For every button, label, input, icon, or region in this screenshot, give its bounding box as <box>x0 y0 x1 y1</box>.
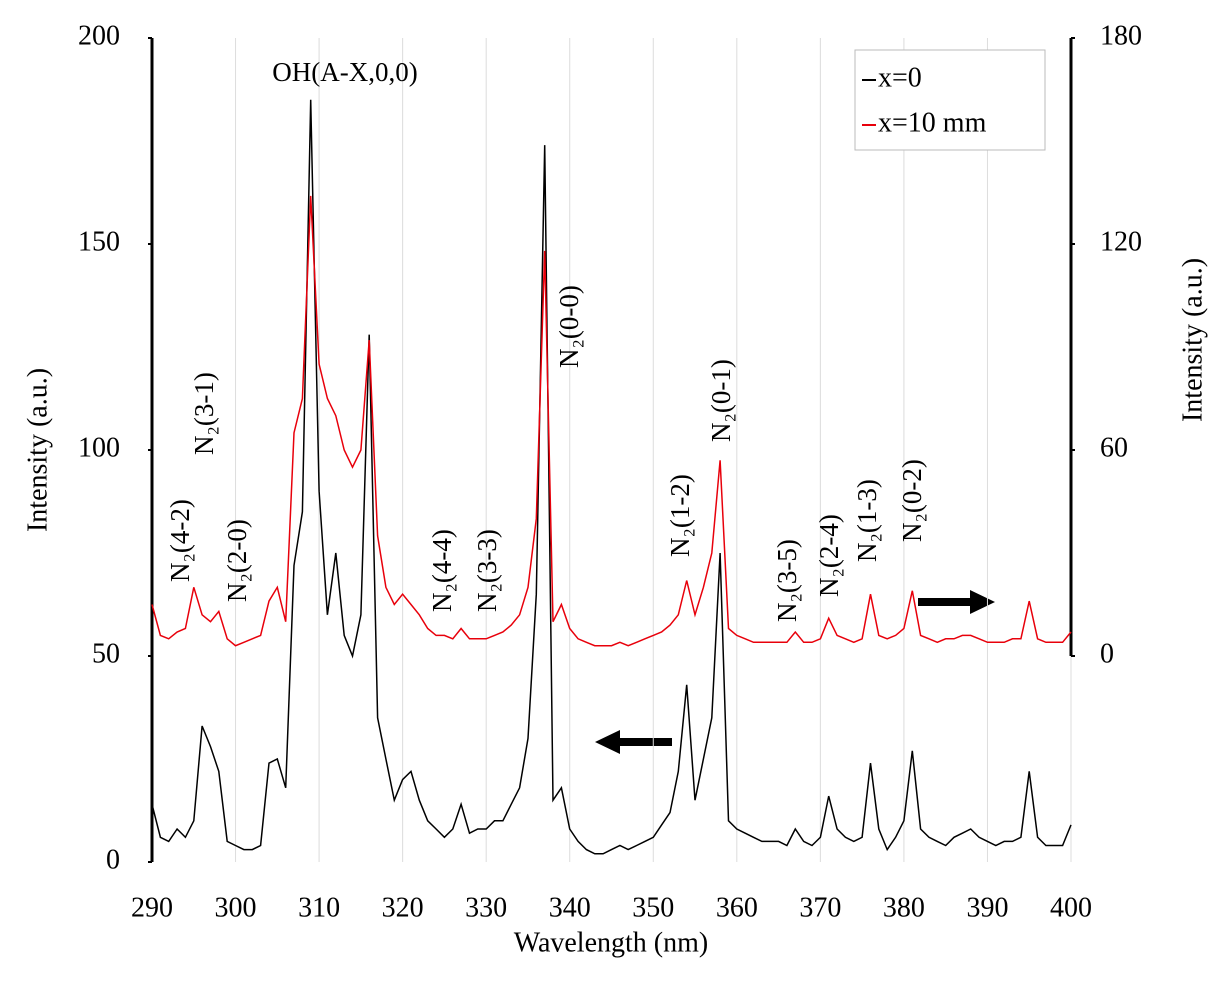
legend: x=0 x=10 mm <box>854 49 1046 151</box>
y-tick-label: 150 <box>78 226 120 257</box>
x-tick-label: 360 <box>716 892 758 923</box>
annotation: N₂(3-1) <box>189 372 219 455</box>
x-tick-label: 400 <box>1050 892 1092 923</box>
annotation: N₂(2-0) <box>222 519 252 602</box>
spectrum-line <box>151 99 1072 855</box>
x-tick-label: 380 <box>883 892 925 923</box>
annotation: OH(A-X,0,0) <box>272 57 417 87</box>
legend-label: x=0 <box>878 62 922 93</box>
arrow-right <box>918 590 995 614</box>
y2-tick-label: 60 <box>1100 432 1128 463</box>
y-tick-label: 0 <box>106 844 120 875</box>
annotation: N₂(0-2) <box>897 459 927 542</box>
x-tick-label: 310 <box>298 892 340 923</box>
spectrum-line <box>151 195 1072 647</box>
x-axis-title: Wavelength (nm) <box>514 927 708 958</box>
y-tick-label: 50 <box>92 638 120 669</box>
x-tick-label: 300 <box>215 892 257 923</box>
annotation: N₂(1-2) <box>665 474 695 557</box>
x-tick-label: 340 <box>549 892 591 923</box>
annotation: N₂(4-2) <box>165 499 195 582</box>
legend-box <box>854 49 1046 151</box>
annotation: N₂(3-3) <box>472 529 502 612</box>
x-tick-label: 330 <box>465 892 507 923</box>
x-tick-label: 290 <box>131 892 173 923</box>
y-tick-label: 100 <box>78 432 120 463</box>
x-tick-label: 350 <box>632 892 674 923</box>
annotation: N₂(4-4) <box>427 529 457 612</box>
y-tick-label: 200 <box>78 20 120 51</box>
annotation: N₂(2-4) <box>814 514 844 597</box>
y2-tick-label: 120 <box>1100 226 1142 257</box>
x-tick-label: 390 <box>966 892 1008 923</box>
legend-label: x=10 mm <box>878 107 987 138</box>
annotation: N₂(3-5) <box>772 539 802 622</box>
y2-axis-title: Intensity (a.u.) <box>1177 258 1208 422</box>
annotation: N₂(1-3) <box>852 479 882 562</box>
y2-tick-label: 180 <box>1100 20 1142 51</box>
x-tick-label: 320 <box>382 892 424 923</box>
y-axis-title: Intensity (a.u.) <box>22 368 53 532</box>
annotation: N₂(0-0) <box>554 285 584 368</box>
arrow-left <box>595 730 672 754</box>
x-tick-label: 370 <box>799 892 841 923</box>
annotation: N₂(0-1) <box>706 359 736 442</box>
y2-tick-label: 0 <box>1100 638 1114 669</box>
